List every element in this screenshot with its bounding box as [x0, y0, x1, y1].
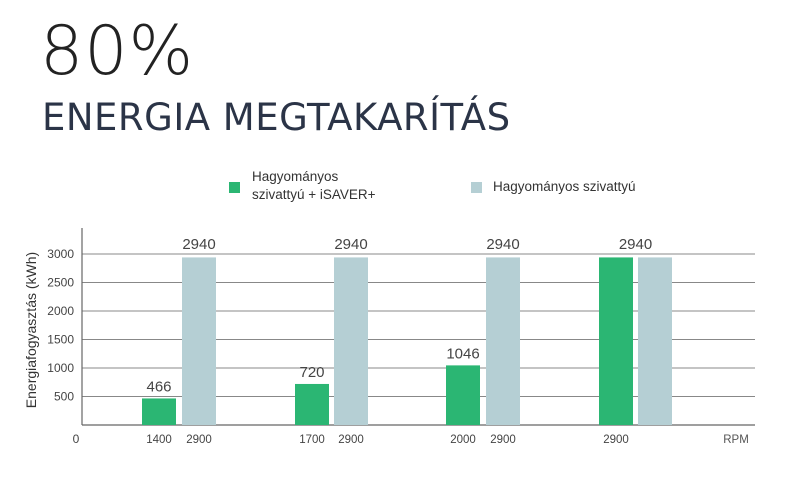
y-tick-label: 1500 [47, 333, 74, 347]
legend-label-isaver: Hagyományos szivattyú + iSAVER+ [252, 168, 376, 204]
bar-isaver [446, 365, 480, 425]
bar-isaver [295, 383, 329, 425]
page-title: ENERGIA MEGTAKARÍTÁS [42, 96, 511, 139]
legend-label-traditional: Hagyományos szivattyú [493, 179, 636, 194]
x-axis-label: RPM [723, 434, 749, 446]
data-label: 720 [299, 364, 324, 381]
legend-line-2: szivattyú + iSAVER+ [252, 187, 376, 202]
x-tick-label: 2900 [186, 434, 212, 446]
x-tick-label: 1400 [146, 434, 172, 446]
bar-traditional [334, 257, 368, 425]
data-label: 2940 [182, 236, 215, 253]
legend-swatch-traditional [471, 182, 482, 193]
x-tick-label: 1700 [299, 434, 325, 446]
legend-line-1: Hagyományos [252, 169, 339, 184]
bar-traditional [486, 257, 520, 425]
data-label: 1046 [446, 345, 479, 362]
y-tick-label: 500 [54, 390, 74, 404]
data-label: 2940 [334, 236, 367, 253]
savings-percentage: 80% [40, 12, 195, 91]
bar-isaver [142, 398, 176, 425]
data-label: 2940 [486, 236, 519, 253]
legend-swatch-isaver [229, 182, 240, 193]
x-tick-label: 2900 [490, 434, 516, 446]
y-tick-label: 2000 [47, 304, 74, 318]
y-tick-label: 1000 [47, 361, 74, 375]
y-tick-label: 3000 [47, 247, 74, 261]
x-tick-label: 2900 [603, 434, 629, 446]
bar-traditional [638, 257, 672, 425]
data-label: 466 [146, 378, 171, 395]
y-axis-label: Energiafogyasztás (kWh) [23, 252, 39, 408]
bar-isaver [599, 257, 633, 425]
y-tick-label: 2500 [47, 276, 74, 290]
origin-label: 0 [73, 432, 80, 446]
x-tick-label: 2900 [338, 434, 364, 446]
bar-traditional [182, 257, 216, 425]
data-label: 2940 [619, 236, 652, 253]
x-tick-label: 2000 [450, 434, 476, 446]
